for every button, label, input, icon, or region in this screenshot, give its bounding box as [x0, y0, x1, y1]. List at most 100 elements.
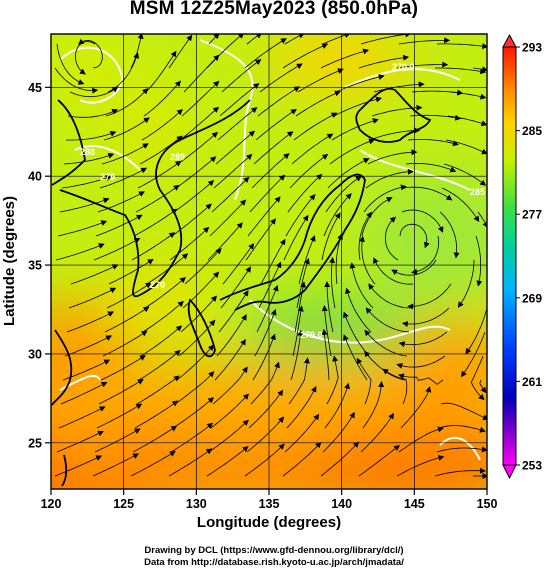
streamline: [349, 262, 374, 309]
streamline: [65, 131, 117, 141]
streamline: [367, 149, 418, 165]
streamline: [297, 68, 344, 93]
streamline: [211, 176, 250, 213]
colorbar-min-triangle: [502, 464, 517, 480]
streamline: [57, 220, 108, 237]
colorbar-tick-label: 253: [522, 459, 542, 473]
streamline: [358, 211, 372, 261]
streamline: [326, 355, 339, 405]
contour-label: 279: [100, 172, 115, 182]
streamline: [291, 133, 334, 165]
streamline: [132, 425, 178, 453]
streamline: [174, 371, 215, 405]
streamline: [356, 357, 372, 405]
streamline: [324, 382, 350, 429]
streamline: [173, 180, 215, 213]
colorbar-max-triangle: [502, 33, 517, 48]
x-tick-label: 145: [404, 497, 425, 511]
streamline: [435, 67, 487, 75]
streamline: [130, 450, 176, 477]
streamline: [68, 287, 117, 309]
streamline: [382, 368, 408, 405]
streamline: [407, 283, 452, 310]
streamline: [106, 282, 152, 309]
streamline: [434, 467, 486, 477]
streamline: [479, 379, 487, 394]
colorbar: 293 285 277 269 261 253: [502, 33, 542, 480]
streamline: [411, 235, 440, 275]
streamline: [343, 334, 368, 381]
streamline: [221, 58, 262, 93]
streamline: [438, 425, 486, 433]
streamline: [477, 211, 487, 229]
streamline: [210, 393, 250, 429]
streamline: [208, 34, 220, 45]
streamline: [445, 139, 487, 155]
streamline: [217, 107, 258, 141]
streamline: [329, 256, 336, 309]
streamline: [344, 287, 372, 333]
streamline: [407, 138, 459, 147]
streamline: [179, 106, 220, 141]
streamline: [184, 247, 222, 285]
streamline: [94, 428, 141, 453]
streamline: [183, 54, 220, 93]
streamline: [67, 109, 119, 118]
streamline: [139, 135, 183, 165]
streamline: [470, 355, 485, 401]
streamline: [440, 402, 487, 421]
streamline: [216, 314, 247, 357]
streamline: [222, 243, 255, 285]
streamline: [131, 232, 176, 261]
streamline: [320, 441, 360, 477]
y-tick-label: 30: [28, 347, 42, 361]
contour-label: 288: [80, 147, 95, 157]
streamline: [102, 330, 148, 357]
streamline: [136, 375, 180, 405]
streamline: [250, 361, 280, 405]
streamline: [255, 108, 297, 141]
streamline: [396, 61, 449, 69]
streamline: [399, 223, 430, 249]
streamline: [287, 173, 323, 213]
streamline: [249, 174, 286, 213]
x-axis: 120 125 130 135 140 145 150: [41, 489, 497, 511]
x-tick-label: 135: [259, 497, 280, 511]
streamline: [364, 329, 408, 357]
streamline: [398, 331, 448, 348]
streamline: [460, 331, 486, 378]
streamline: [61, 175, 112, 189]
contour-label: 270: [150, 280, 165, 290]
streamline: [258, 261, 282, 309]
streamline: [283, 214, 309, 261]
streamline: [69, 86, 119, 98]
streamline: [358, 235, 376, 285]
streamline: [320, 48, 370, 69]
streamline: [398, 37, 451, 45]
streamline: [398, 373, 444, 385]
streamline: [396, 355, 446, 369]
streamline: [246, 416, 285, 453]
streamline: [248, 389, 284, 429]
streamline: [141, 109, 183, 141]
credit-line-data: Data from http://database.rish.kyoto-u.a…: [144, 557, 404, 568]
streamline: [56, 43, 85, 85]
coastlines: [51, 87, 432, 487]
streamline: [213, 153, 253, 189]
streamline: [142, 300, 184, 333]
streamline: [256, 284, 279, 333]
streamline: [207, 222, 243, 261]
streamline: [365, 307, 410, 333]
y-axis: 25 30 35 40 45: [28, 81, 51, 450]
streamline: [170, 422, 214, 453]
streamline: [245, 218, 277, 261]
y-tick-label: 40: [28, 170, 42, 184]
x-tick-label: 120: [41, 497, 62, 511]
colorbar-tick-label: 293: [522, 41, 542, 55]
streamline: [168, 34, 193, 69]
streamline: [55, 243, 105, 261]
streamline: [104, 306, 150, 333]
streamline: [286, 386, 317, 429]
streamline: [209, 199, 247, 237]
streamline: [130, 34, 144, 69]
